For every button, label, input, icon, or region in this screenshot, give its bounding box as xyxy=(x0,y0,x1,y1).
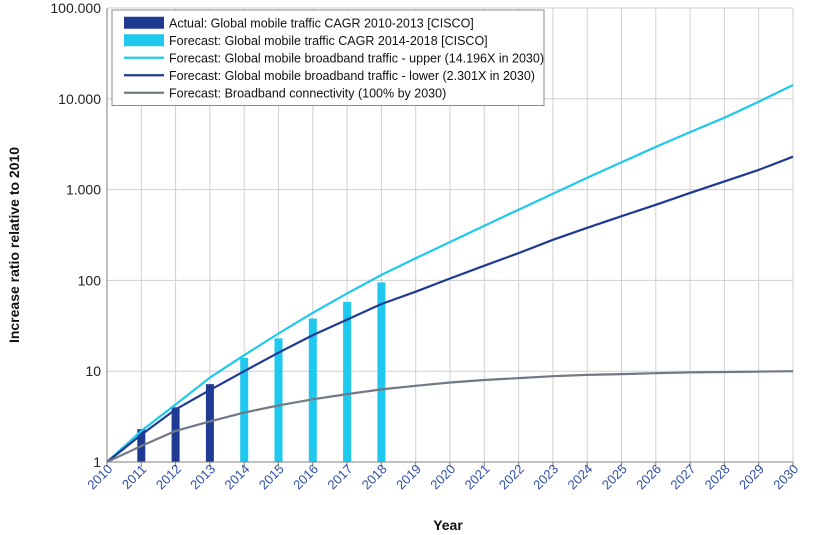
series-line-2 xyxy=(106,84,794,463)
x-tick-label: 2012 xyxy=(153,461,184,492)
bar-1-2017 xyxy=(343,301,352,462)
x-tick-label: 2018 xyxy=(359,461,390,492)
x-tick-label: 2024 xyxy=(564,461,595,492)
y-axis-title: Increase ratio relative to 2010 xyxy=(6,147,22,343)
legend-label-2: Forecast: Global mobile broadband traffi… xyxy=(169,51,544,65)
x-axis-title: Year xyxy=(433,517,463,533)
bars xyxy=(137,282,386,462)
x-tick-label: 2011 xyxy=(119,462,149,492)
series-line-3 xyxy=(106,155,794,463)
x-tick-label: 2020 xyxy=(427,461,458,492)
x-tick-label: 2015 xyxy=(256,461,287,492)
x-tick-label: 2016 xyxy=(290,461,321,492)
y-tick-label: 1.000 xyxy=(66,182,101,198)
legend-swatch-1 xyxy=(124,34,164,47)
y-tick-label: 100.000 xyxy=(50,0,101,16)
bar-1-2015 xyxy=(274,338,283,462)
x-tick-label: 2010 xyxy=(84,461,115,492)
bar-0-2012 xyxy=(171,407,180,462)
bar-1-2016 xyxy=(308,318,317,462)
series-line-4 xyxy=(106,370,794,463)
x-tick-label: 2028 xyxy=(702,461,733,492)
y-tick-label: 10 xyxy=(85,363,101,379)
x-tick-label: 2023 xyxy=(530,461,561,492)
legend: Actual: Global mobile traffic CAGR 2010-… xyxy=(111,9,545,106)
legend-label-1: Forecast: Global mobile traffic CAGR 201… xyxy=(169,34,488,48)
x-tick-label: 2027 xyxy=(667,461,698,492)
x-tick-label: 2029 xyxy=(736,461,767,492)
x-tick-label: 2030 xyxy=(770,461,801,492)
lines xyxy=(106,84,794,463)
legend-swatch-0 xyxy=(124,16,164,29)
y-tick-label: 100 xyxy=(78,272,102,288)
y-tick-label: 1 xyxy=(93,454,101,470)
bar-0-2013 xyxy=(205,384,214,462)
y-tick-label: 10.000 xyxy=(58,91,101,107)
x-tick-label: 2026 xyxy=(633,461,664,492)
x-tick-label: 2021 xyxy=(462,461,493,492)
legend-label-0: Actual: Global mobile traffic CAGR 2010-… xyxy=(169,16,474,30)
legend-label-4: Forecast: Broadband connectivity (100% b… xyxy=(169,86,446,100)
legend-label-3: Forecast: Global mobile broadband traffi… xyxy=(169,69,535,83)
x-tick-label: 2017 xyxy=(324,461,355,492)
x-tick-label: 2019 xyxy=(393,461,424,492)
x-tick-label: 2014 xyxy=(221,461,252,492)
x-tick-label: 2022 xyxy=(496,461,527,492)
legend-box xyxy=(111,9,545,106)
x-tick-label: 2025 xyxy=(599,461,630,492)
x-tick-label: 2013 xyxy=(187,461,218,492)
bar-1-2018 xyxy=(377,282,386,462)
bar-1-2014 xyxy=(240,357,249,462)
